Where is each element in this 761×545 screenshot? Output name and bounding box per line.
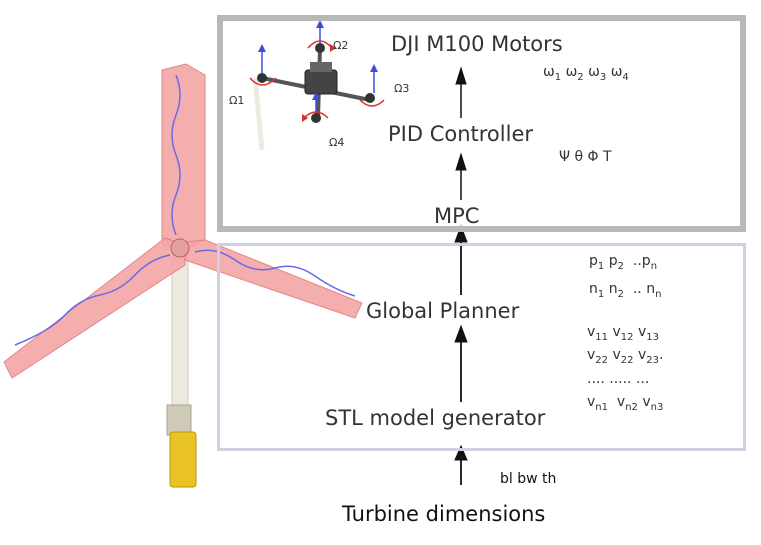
stl-label: STL model generator [325, 406, 546, 430]
v-row4: vn1 vn2 vn3 [587, 394, 664, 413]
v-row3: .... ..... ... [587, 371, 650, 387]
p-signals: p1 p2 ..pn [589, 253, 658, 272]
flow-arrows [454, 66, 468, 485]
blade-left-path [14, 254, 171, 346]
turbine-base-yellow [169, 431, 197, 488]
n-signals: n1 n2 .. nn [589, 281, 662, 300]
ghost-blade [252, 77, 265, 151]
v-row2: v22 v22 v23. [587, 347, 664, 366]
blade-top-path [171, 74, 181, 236]
pid-label: PID Controller [388, 122, 534, 146]
omega1-label: Ω1 [229, 94, 245, 107]
attitude-signals: Ψ θ Φ T [559, 149, 612, 165]
omega4-label: Ω4 [329, 136, 345, 149]
control-subsystem-box [217, 15, 746, 232]
turbine-hub [170, 238, 190, 258]
omega-signals: ω1 ω2 ω3 ω4 [543, 64, 629, 83]
v-row1: v11 v12 v13 [587, 324, 659, 343]
blade-top [161, 63, 206, 251]
blade-right-path [194, 249, 356, 297]
dims-signals: bl bw th [500, 471, 557, 487]
planning-subsystem-box [217, 243, 746, 451]
planner-label: Global Planner [366, 299, 520, 323]
turbine-tower-base [166, 404, 192, 436]
drone-icon [249, 20, 385, 123]
mpc-label: MPC [434, 204, 480, 228]
omega2-label: Ω2 [333, 39, 349, 52]
motors-label: DJI M100 Motors [391, 32, 563, 56]
omega3-label: Ω3 [394, 82, 410, 95]
turbine-label: Turbine dimensions [342, 502, 546, 526]
